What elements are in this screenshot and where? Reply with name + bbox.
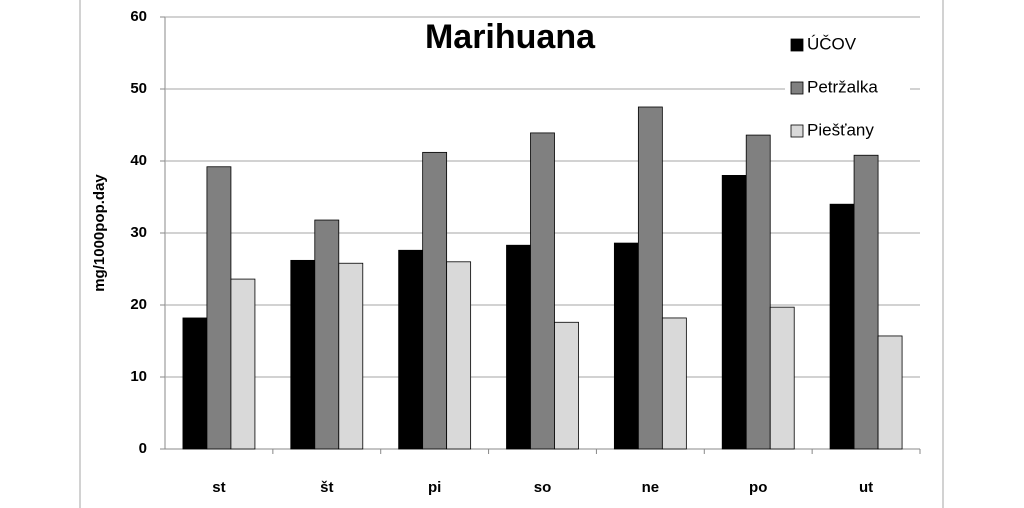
bar (506, 244, 531, 450)
bar (206, 166, 232, 450)
x-tick-label: po (749, 479, 767, 496)
bar (446, 261, 472, 450)
legend-label: Petržalka (807, 77, 878, 96)
bar (554, 321, 579, 450)
x-tick-label: so (534, 479, 552, 496)
legend-swatch (790, 81, 804, 95)
x-tick-label: pi (428, 479, 441, 496)
y-tick-label: 20 (130, 296, 147, 313)
bar (613, 242, 639, 450)
legend-swatch (790, 38, 804, 52)
legend-swatch (790, 124, 804, 138)
bar (338, 262, 364, 450)
bar (182, 317, 208, 450)
bar (314, 219, 340, 450)
bar (721, 174, 747, 450)
bar (853, 154, 879, 450)
legend-label: Piešťany (807, 120, 874, 139)
bar (829, 203, 855, 450)
bar (290, 259, 316, 450)
y-axis-label: mg/1000pop.day (91, 174, 108, 292)
bar (637, 106, 663, 450)
y-tick-label: 40 (130, 152, 147, 169)
legend-label: ÚČOV (807, 34, 857, 53)
x-tick-label: ut (859, 479, 873, 496)
bar (877, 335, 903, 450)
y-tick-label: 30 (130, 224, 147, 241)
bar (230, 278, 256, 450)
y-tick-label: 0 (139, 440, 147, 457)
x-tick-label: št (320, 479, 333, 496)
chart-title: Marihuana (425, 18, 596, 56)
legend-box (785, 26, 910, 151)
bar (398, 249, 424, 450)
y-tick-label: 10 (130, 368, 147, 385)
y-tick-label: 60 (130, 8, 147, 25)
bar (422, 151, 448, 450)
x-tick-label: ne (642, 479, 660, 496)
y-tick-label: 50 (130, 80, 147, 97)
x-tick-label: st (212, 479, 225, 496)
legend: ÚČOV Petržalka Piešťany (785, 26, 910, 151)
bar (745, 134, 771, 450)
bar (769, 306, 795, 450)
bar (661, 317, 687, 450)
bar (530, 132, 555, 450)
